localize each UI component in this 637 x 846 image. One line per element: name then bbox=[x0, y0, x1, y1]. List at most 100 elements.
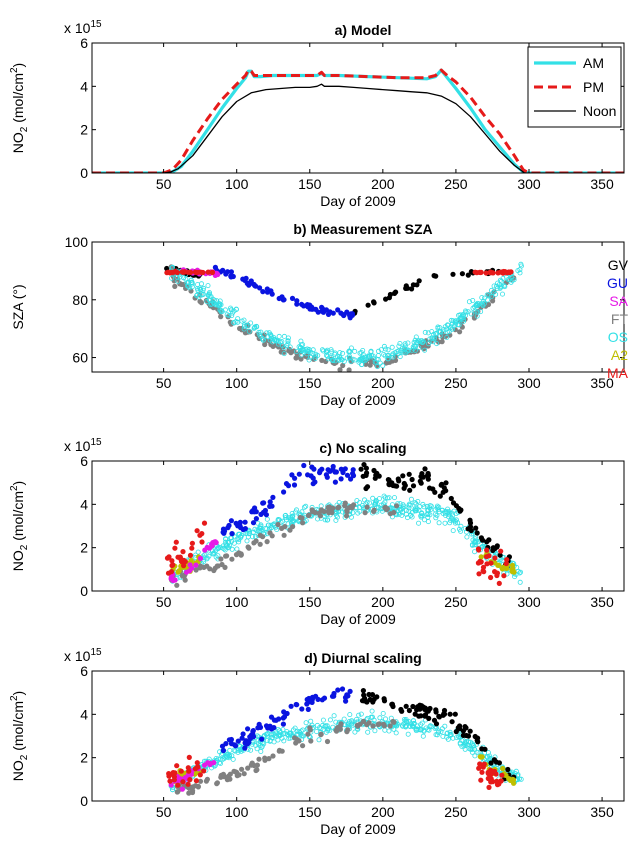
point-os bbox=[348, 358, 354, 364]
point-gu bbox=[221, 528, 228, 534]
point-gu bbox=[335, 687, 341, 693]
point-os bbox=[408, 721, 414, 727]
point-os bbox=[473, 301, 479, 307]
point-ft bbox=[219, 561, 225, 568]
point-gu bbox=[228, 518, 234, 524]
point-gu bbox=[319, 308, 325, 314]
panel-2: 50 100 150 200 250 300 350 60 80 100 b) Measuremen… bbox=[10, 221, 629, 408]
point-gv bbox=[363, 485, 369, 492]
point-os bbox=[211, 297, 217, 303]
point-os bbox=[205, 292, 211, 298]
point-ma bbox=[188, 269, 194, 275]
point-gv bbox=[372, 475, 378, 481]
point-ft bbox=[371, 507, 377, 513]
point-ft bbox=[279, 525, 285, 532]
point-gv bbox=[409, 476, 415, 483]
point-os bbox=[517, 579, 523, 585]
point-ma bbox=[195, 269, 201, 275]
point-ma bbox=[180, 549, 186, 555]
point-os bbox=[293, 509, 299, 515]
point-gv bbox=[410, 483, 417, 489]
point-os bbox=[453, 320, 459, 326]
point-ft bbox=[490, 298, 496, 304]
point-gu bbox=[270, 494, 276, 500]
point-ft bbox=[323, 358, 329, 365]
point-gu bbox=[242, 519, 248, 525]
point-gu bbox=[317, 468, 323, 474]
point-gv bbox=[363, 465, 369, 471]
point-os bbox=[229, 538, 235, 544]
point-os bbox=[486, 753, 492, 759]
point-os bbox=[234, 546, 240, 552]
point-os bbox=[447, 729, 453, 735]
point-ft bbox=[234, 773, 240, 779]
point-gu bbox=[329, 693, 336, 699]
point-gv bbox=[394, 483, 400, 489]
point-gu bbox=[280, 721, 286, 727]
point-ma bbox=[173, 539, 179, 545]
point-os bbox=[360, 357, 366, 363]
point-gv bbox=[452, 711, 458, 717]
point-os bbox=[434, 732, 440, 738]
point-os bbox=[415, 338, 421, 344]
point-ma bbox=[199, 539, 205, 545]
point-gv bbox=[441, 707, 448, 714]
point-gv bbox=[401, 480, 407, 487]
y-tick-label: 0 bbox=[80, 165, 88, 181]
point-os bbox=[369, 708, 375, 714]
point-os bbox=[304, 346, 310, 352]
point-gv bbox=[425, 476, 431, 482]
point-os bbox=[413, 334, 419, 340]
point-ft bbox=[308, 738, 314, 744]
point-ma bbox=[479, 769, 485, 775]
point-os bbox=[419, 511, 425, 517]
x-tick-label: 50 bbox=[156, 375, 172, 391]
point-gu bbox=[247, 735, 254, 742]
point-os bbox=[423, 725, 429, 731]
point-os bbox=[385, 347, 391, 353]
point-os bbox=[308, 349, 314, 355]
point-os bbox=[420, 733, 426, 739]
point-os bbox=[244, 538, 250, 544]
point-sa bbox=[168, 782, 174, 788]
point-ma bbox=[499, 772, 505, 778]
point-os bbox=[218, 302, 224, 308]
axes-box bbox=[91, 241, 625, 373]
point-ma bbox=[178, 768, 184, 774]
point-os bbox=[336, 357, 342, 363]
point-ft bbox=[245, 765, 251, 771]
y-label-sub: 2 bbox=[19, 754, 30, 760]
point-gu bbox=[267, 503, 273, 509]
point-os bbox=[494, 285, 500, 291]
point-ma bbox=[170, 562, 176, 568]
point-os bbox=[356, 712, 362, 718]
point-os bbox=[404, 348, 410, 354]
point-os bbox=[412, 500, 418, 506]
point-os bbox=[284, 729, 290, 735]
point-os bbox=[337, 350, 343, 356]
point-gu bbox=[224, 269, 231, 275]
point-a2 bbox=[175, 569, 181, 575]
point-gu bbox=[340, 312, 346, 318]
point-gu bbox=[350, 467, 356, 473]
point-ft bbox=[305, 512, 312, 519]
point-os bbox=[357, 350, 363, 356]
point-os bbox=[465, 309, 471, 315]
point-gu bbox=[267, 499, 273, 505]
point-gv bbox=[447, 711, 453, 717]
panel-3: 50 100 150 200 250 300 350 0 2 4 6 c) No scaling Day… bbox=[9, 437, 625, 627]
point-gv bbox=[420, 474, 426, 480]
point-ma bbox=[205, 269, 211, 275]
point-os bbox=[391, 726, 397, 732]
point-gv bbox=[460, 732, 466, 739]
point-os bbox=[265, 731, 271, 737]
point-gv bbox=[422, 713, 428, 719]
point-ma bbox=[193, 778, 199, 784]
point-gv bbox=[416, 713, 422, 719]
point-os bbox=[314, 729, 320, 735]
point-os bbox=[437, 329, 443, 335]
point-ma bbox=[483, 270, 489, 276]
point-gu bbox=[281, 709, 287, 715]
point-os bbox=[269, 735, 275, 741]
point-os bbox=[345, 722, 351, 728]
